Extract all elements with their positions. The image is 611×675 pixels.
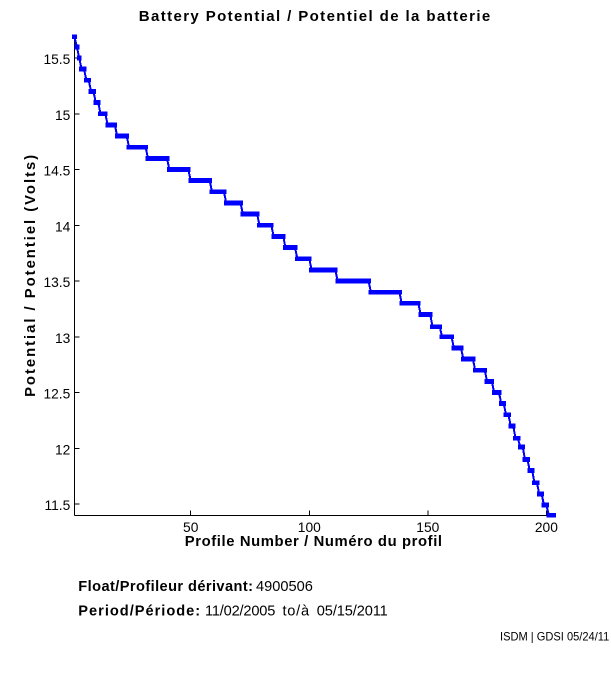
svg-text:Battery Potential / Potentiel: Battery Potential / Potentiel de la batt… [139,8,492,25]
svg-text:14: 14 [55,219,71,234]
svg-text:Period/Période:: Period/Période: [78,604,201,620]
svg-text:150: 150 [416,520,439,535]
svg-text:Profile Number / Numéro du pro: Profile Number / Numéro du profil [185,534,443,550]
svg-text:ISDM | GDSI 05/24/11: ISDM | GDSI 05/24/11 [500,629,610,643]
svg-text:13.5: 13.5 [43,275,70,290]
svg-text:14.5: 14.5 [43,164,70,179]
svg-text:50: 50 [183,520,199,535]
svg-text:100: 100 [298,520,321,535]
svg-text:13: 13 [55,331,71,346]
svg-text:Float/Profileur dérivant:: Float/Profileur dérivant: [78,579,253,595]
svg-text:15.5: 15.5 [43,52,70,67]
svg-text:to/à: to/à [283,604,310,620]
svg-text:4900506: 4900506 [256,579,313,595]
svg-text:11/02/2005: 11/02/2005 [205,604,275,620]
svg-text:200: 200 [535,520,558,535]
svg-text:12.5: 12.5 [43,387,70,402]
svg-text:05/15/2011: 05/15/2011 [317,604,388,620]
svg-text:11.5: 11.5 [44,498,70,513]
svg-text:Potential / Potentiel (Volts): Potential / Potentiel (Volts) [23,153,39,397]
svg-text:15: 15 [55,108,71,123]
svg-text:12: 12 [55,442,70,457]
